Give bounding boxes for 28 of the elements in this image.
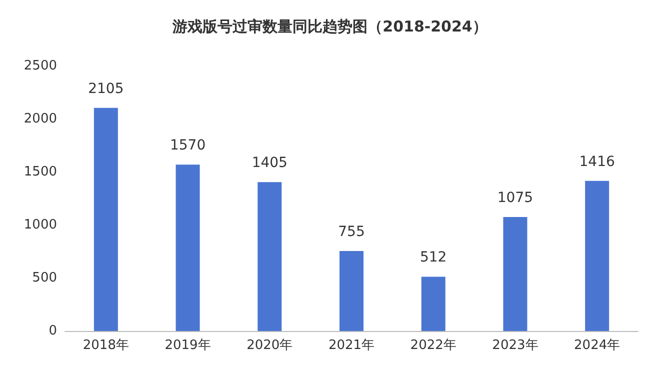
y-tick-label: 500 — [32, 270, 57, 286]
bar — [176, 164, 200, 331]
x-tick-label: 2024年 — [574, 338, 620, 353]
data-label: 1416 — [579, 154, 615, 170]
x-tick-label: 2019年 — [164, 338, 211, 353]
y-tick-label: 1500 — [24, 164, 57, 180]
bar — [258, 182, 282, 331]
bar — [503, 217, 528, 331]
x-tick-label: 2023年 — [492, 338, 538, 353]
y-tick-label: 2500 — [24, 58, 57, 74]
data-label: 2105 — [88, 80, 124, 97]
data-label: 512 — [420, 250, 447, 266]
bar — [340, 250, 364, 331]
bar — [421, 276, 446, 331]
bar — [94, 108, 118, 331]
x-tick-label: 2020年 — [246, 338, 293, 353]
y-tick-label: 1000 — [24, 218, 57, 232]
x-tick-label: 2022年 — [410, 338, 456, 353]
y-tick-label: 0 — [48, 324, 57, 338]
x-tick-label: 2018年 — [82, 338, 129, 353]
data-label: 1570 — [170, 138, 206, 154]
data-label: 1405 — [252, 155, 288, 172]
data-label: 755 — [338, 224, 365, 240]
bar — [585, 180, 610, 331]
x-tick-label: 2021年 — [328, 338, 375, 353]
y-tick-label: 2000 — [24, 112, 57, 126]
chart-title: 游戏版号过审数量同比趋势图（2018-2024） — [172, 18, 488, 36]
data-label: 1075 — [497, 190, 534, 206]
